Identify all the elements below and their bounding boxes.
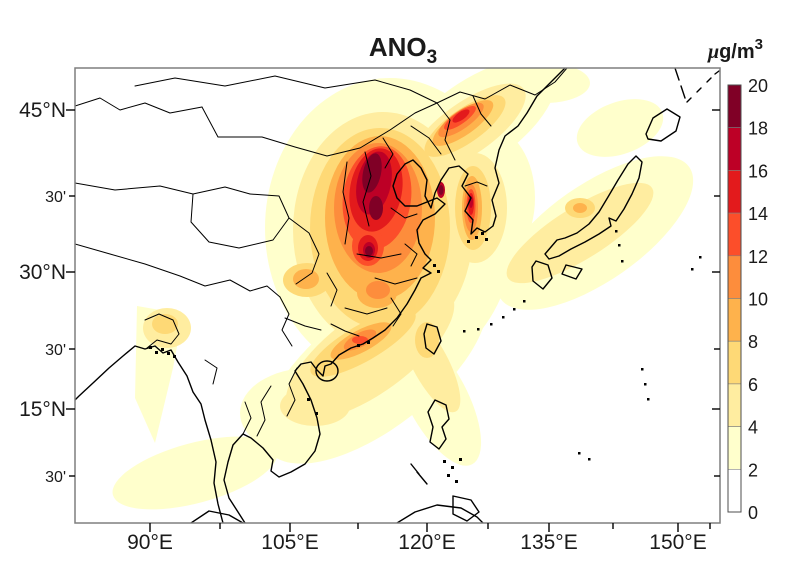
coastlines — [75, 68, 720, 523]
lat-tick-label: 15°N — [19, 398, 66, 421]
coastline-sakhalin-kurils — [674, 68, 720, 103]
lat-tick-label: 30°N — [19, 261, 66, 284]
coastline-mainland — [223, 68, 566, 523]
colorbar-outline — [727, 84, 742, 513]
contour-level-18-20 — [362, 153, 444, 256]
island-speckles — [149, 230, 702, 483]
coastline-honshu — [544, 155, 643, 260]
colorbar-tick-label: 0 — [748, 503, 758, 523]
colorbar-tick-labels: 20 18 16 14 12 10 8 6 4 2 0 — [748, 76, 768, 523]
lat-axis-labels: 45°N 30' 30°N 30' 15°N 30' — [19, 99, 66, 486]
lon-tick-label: 90°E — [127, 531, 173, 554]
map-plot — [75, 68, 720, 523]
lon-tick-label: 120°E — [398, 531, 455, 554]
coastline-sumatra-malacca — [190, 510, 244, 523]
axis-ticks-left — [66, 109, 75, 477]
colorbar: μg/m3 20 18 16 14 12 10 8 6 4 2 0 — [707, 36, 768, 523]
coastline-borneo — [396, 504, 484, 523]
colorbar-segment — [727, 426, 742, 470]
coastline-hainan — [315, 360, 339, 382]
colorbar-tick-label: 14 — [748, 204, 768, 224]
title-subscript: 3 — [427, 47, 438, 68]
colorbar-segment — [727, 212, 742, 257]
colorbar-units-label: μg/m3 — [707, 36, 763, 63]
lat-tick-label: 45°N — [19, 99, 66, 122]
colorbar-tick-label: 20 — [748, 76, 768, 96]
coastline-shikoku — [561, 264, 583, 280]
coastline-luzon — [427, 399, 450, 450]
colorbar-segment — [727, 468, 742, 513]
colorbar-segment — [727, 340, 742, 385]
colorbar-tick-label: 16 — [748, 161, 768, 181]
lat-tick-label: 30' — [45, 342, 66, 359]
colorbar-segment — [727, 170, 742, 214]
coastline-mindanao — [452, 495, 480, 522]
coastline-taiwan — [423, 323, 442, 355]
coastline-kyushu — [531, 260, 553, 290]
plot-title: ANO3 — [369, 32, 437, 68]
colorbar-tick-label: 2 — [748, 460, 758, 480]
colorbar-segment — [727, 84, 742, 129]
colorbar-tick-label: 18 — [748, 119, 768, 139]
lat-tick-label: 30' — [45, 469, 66, 486]
colorbar-segment — [727, 383, 742, 427]
colorbar-segment — [727, 127, 742, 171]
colorbar-tick-label: 8 — [748, 332, 758, 352]
lon-tick-label: 135°E — [520, 531, 577, 554]
colorbar-tick-label: 10 — [748, 290, 768, 310]
lon-tick-label: 150°E — [649, 531, 706, 554]
axis-ticks-bottom — [149, 523, 711, 532]
colorbar-tick-label: 4 — [748, 418, 758, 438]
colorbar-tick-label: 12 — [748, 247, 768, 267]
coastline-palawan — [410, 463, 428, 485]
axis-ticks-right — [712, 109, 720, 477]
lon-tick-label: 105°E — [261, 531, 318, 554]
colorbar-segments — [727, 84, 742, 513]
colorbar-segment — [727, 255, 742, 299]
lon-axis-labels: 90°E 105°E 120°E 135°E 150°E — [127, 531, 707, 554]
coastline-hokkaido — [645, 108, 681, 142]
colorbar-tick-label: 6 — [748, 375, 758, 395]
lat-tick-label: 30' — [45, 189, 66, 206]
colorbar-segment — [727, 298, 742, 342]
map-frame — [74, 67, 721, 524]
mu-symbol: μ — [707, 41, 719, 63]
province-borders — [75, 68, 568, 437]
